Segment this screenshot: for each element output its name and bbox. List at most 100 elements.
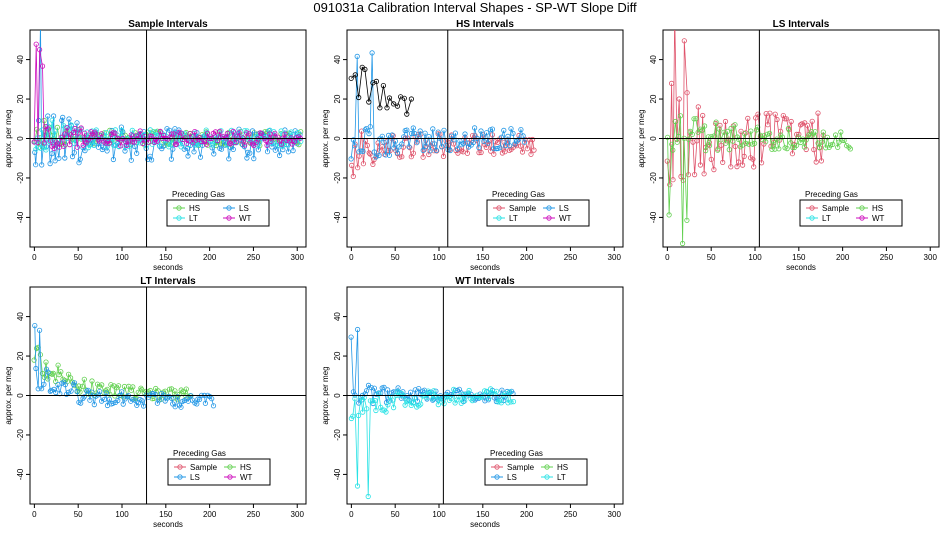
data-point <box>483 130 490 136</box>
data-point <box>268 138 274 144</box>
data-point <box>743 130 749 136</box>
data-point <box>772 146 778 152</box>
data-point <box>197 396 203 402</box>
data-point <box>697 162 704 168</box>
data-point <box>481 388 488 394</box>
data-point <box>411 130 418 137</box>
data-point <box>378 404 384 410</box>
data-point <box>173 141 179 147</box>
data-point <box>441 127 447 133</box>
x-tick-label: 0 <box>665 253 670 262</box>
legend-title: Preceding Gas <box>492 190 545 199</box>
data-point <box>411 395 418 401</box>
data-point <box>478 128 484 134</box>
data-point <box>818 158 825 164</box>
data-point <box>495 399 501 405</box>
data-point <box>258 131 264 137</box>
legend-swatch-point <box>809 215 815 221</box>
data-point <box>722 118 729 125</box>
data-point <box>108 382 114 388</box>
panel-title: HS Intervals <box>456 19 514 30</box>
data-point <box>726 136 732 142</box>
data-point <box>811 147 817 153</box>
data-point <box>735 136 742 142</box>
data-point <box>106 396 113 402</box>
data-point <box>76 160 82 166</box>
data-point <box>123 139 129 145</box>
data-point <box>68 375 74 381</box>
legend-label: WT <box>872 214 885 223</box>
data-point <box>482 398 488 404</box>
data-point <box>81 376 87 382</box>
data-point <box>195 136 201 142</box>
data-point <box>531 147 537 153</box>
x-tick-label: 250 <box>880 253 894 262</box>
data-point <box>170 130 176 136</box>
data-point <box>157 397 163 403</box>
data-point <box>498 134 505 140</box>
data-point <box>68 388 74 394</box>
data-point <box>276 152 283 159</box>
data-point <box>681 38 687 44</box>
legend-swatch-point <box>496 205 502 211</box>
data-point <box>257 130 263 136</box>
data-point <box>77 156 83 162</box>
data-point <box>290 148 296 154</box>
data-point <box>230 146 236 152</box>
data-point <box>362 127 368 133</box>
series-group <box>348 326 517 500</box>
data-point <box>485 140 491 146</box>
data-point <box>139 397 145 404</box>
data-point <box>116 383 122 389</box>
x-tick-label: 300 <box>924 253 938 262</box>
data-point <box>368 384 374 391</box>
data-point <box>59 117 65 124</box>
data-point <box>92 131 99 137</box>
data-point <box>249 128 256 134</box>
data-point <box>354 483 361 489</box>
data-point <box>493 146 499 152</box>
data-point <box>448 395 454 402</box>
data-point <box>49 117 55 123</box>
data-point <box>45 376 51 382</box>
series-line-hs <box>33 346 191 402</box>
data-point <box>356 400 362 406</box>
data-point <box>99 146 105 153</box>
data-point <box>755 124 761 130</box>
x-tick-label: 300 <box>608 253 622 262</box>
x-tick-label: 0 <box>32 510 37 519</box>
data-point <box>65 389 72 395</box>
data-point <box>676 96 682 102</box>
data-point <box>464 150 470 156</box>
data-point <box>32 322 38 329</box>
data-point <box>58 134 64 140</box>
x-tick-label: 100 <box>748 253 762 262</box>
data-point <box>462 131 468 137</box>
data-point <box>35 140 41 146</box>
y-tick-label: 20 <box>333 351 342 360</box>
data-point <box>469 397 475 404</box>
data-point <box>406 144 412 150</box>
x-tick-label: 300 <box>608 510 622 519</box>
y-tick-label: -40 <box>333 468 342 480</box>
data-point <box>288 135 294 141</box>
x-tick-label: 50 <box>391 510 400 519</box>
panel-title: LS Intervals <box>773 19 830 30</box>
data-point <box>68 122 74 128</box>
data-point <box>298 138 304 144</box>
y-tick-label: 0 <box>333 136 342 141</box>
x-tick-label: 150 <box>476 510 490 519</box>
data-point <box>172 388 178 394</box>
data-point <box>197 154 204 160</box>
data-point <box>765 122 771 128</box>
data-point <box>830 141 836 147</box>
data-point <box>103 130 109 136</box>
data-point <box>264 142 270 148</box>
data-point <box>355 165 361 171</box>
data-point <box>107 391 113 397</box>
x-tick-label: 100 <box>115 510 129 519</box>
data-point <box>508 399 514 405</box>
data-point <box>717 122 723 129</box>
data-point <box>383 152 389 158</box>
data-point <box>362 66 368 73</box>
